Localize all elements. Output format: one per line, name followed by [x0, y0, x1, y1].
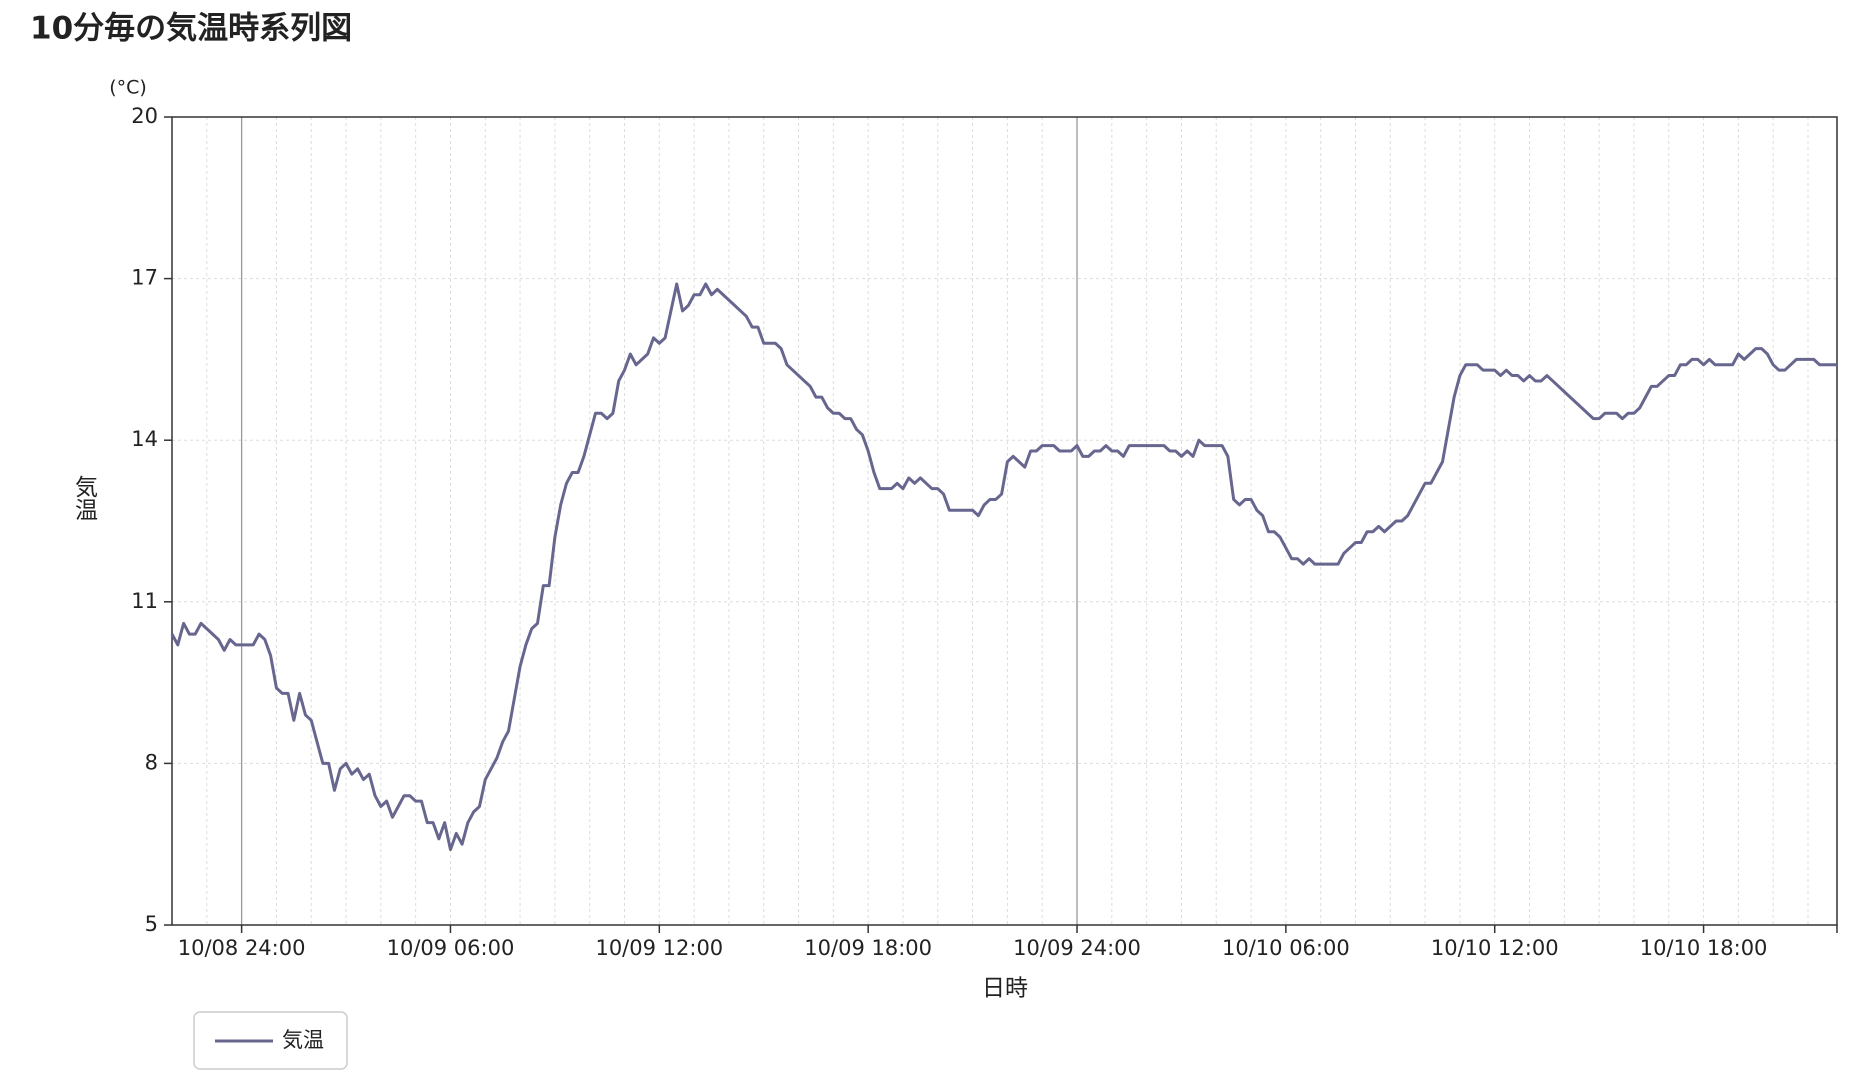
chart-title: 10分毎の気温時系列図	[30, 11, 352, 47]
x-tick-label: 10/10 12:00	[1431, 936, 1559, 960]
y-tick-label: 14	[131, 427, 158, 451]
x-tick-label: 10/10 06:00	[1222, 936, 1350, 960]
y-tick-label: 11	[131, 589, 158, 613]
plot-frame	[171, 116, 1838, 926]
x-tick-label: 10/08 24:00	[178, 936, 306, 960]
y-tick-label: 5	[145, 912, 158, 936]
x-tick-label: 10/10 18:00	[1640, 936, 1768, 960]
y-tick-label: 8	[145, 750, 158, 774]
x-tick-label: 10/09 18:00	[804, 936, 932, 960]
y-tick-label: 20	[131, 104, 158, 128]
x-axis-label: 日時	[982, 976, 1028, 1002]
data-line	[170, 282, 1837, 852]
y-unit: (°C)	[109, 77, 147, 99]
x-tick-label: 10/09 24:00	[1013, 936, 1141, 960]
legend-label: 気温	[282, 1028, 324, 1052]
x-tick-label: 10/09 06:00	[387, 936, 515, 960]
x-tick-label: 10/09 12:00	[595, 936, 723, 960]
y-axis-label: 気温	[71, 475, 99, 521]
y-tick-label: 17	[131, 266, 158, 290]
